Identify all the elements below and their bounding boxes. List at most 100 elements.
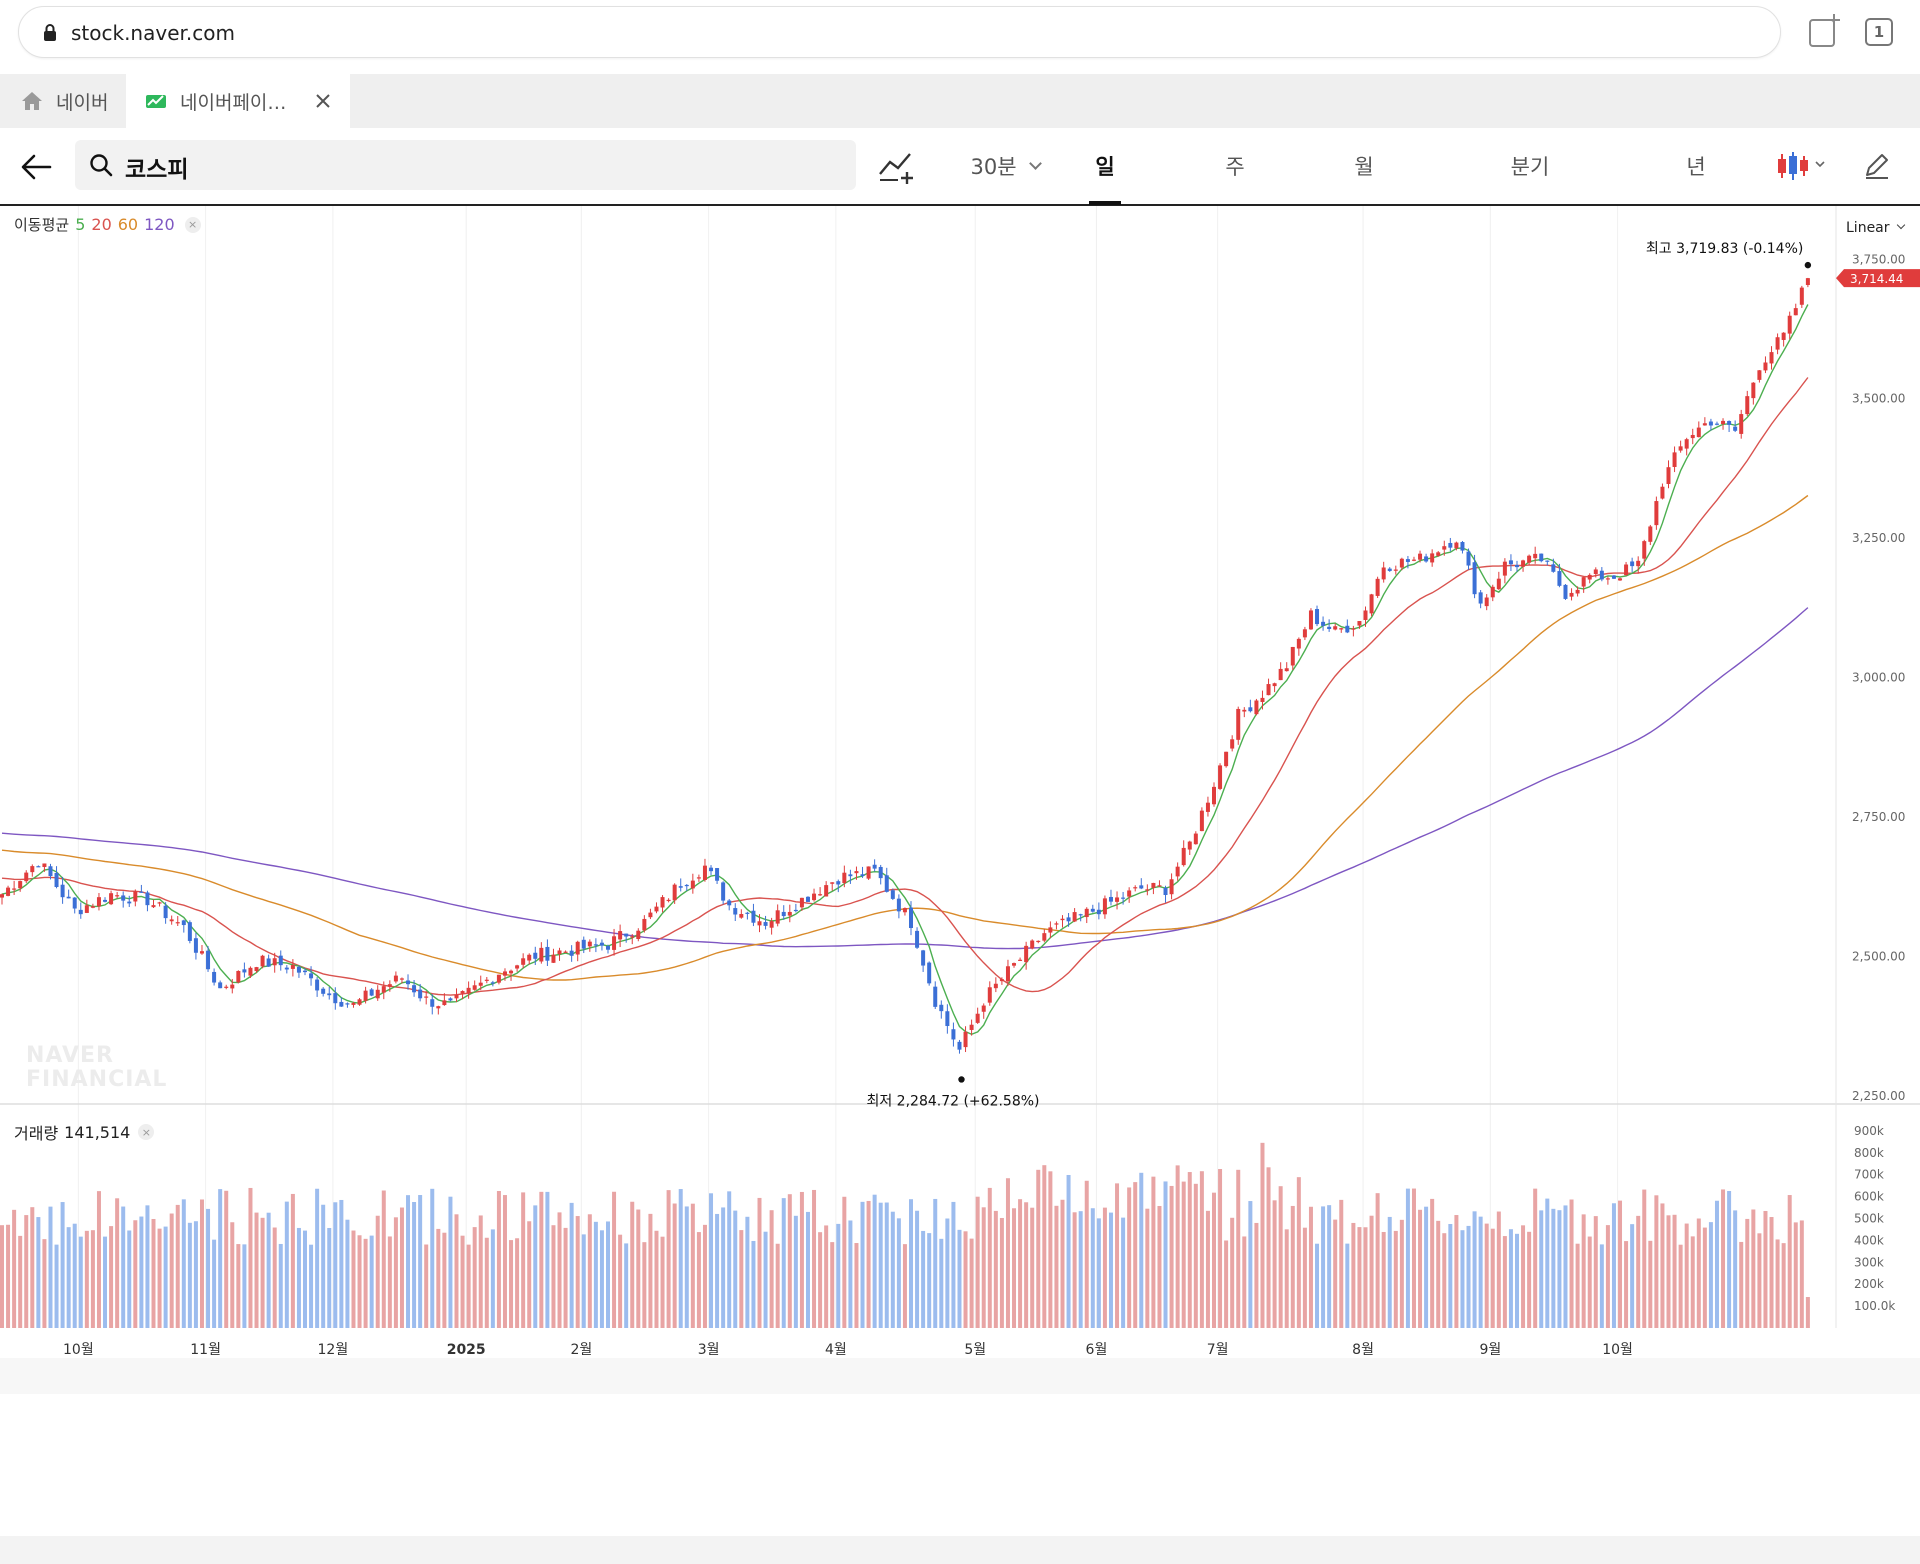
volume-bar — [1460, 1230, 1465, 1328]
candle-body — [133, 891, 138, 902]
candle-body — [1339, 628, 1344, 630]
volume-bar — [636, 1209, 641, 1328]
candle-body — [921, 950, 926, 966]
period-30min-dropdown[interactable]: 30분 — [950, 128, 1060, 204]
candle-body — [351, 1002, 356, 1005]
volume-bar — [1060, 1199, 1065, 1328]
candle-body — [981, 1005, 986, 1012]
close-icon[interactable] — [312, 90, 334, 112]
candle-body — [1024, 945, 1029, 963]
candle-body — [121, 895, 126, 901]
candle-body — [1054, 923, 1059, 925]
volume-bar — [915, 1210, 920, 1328]
candle-body — [1581, 577, 1586, 587]
candle-body — [1302, 629, 1307, 638]
volume-bar — [1672, 1214, 1677, 1328]
volume-bar — [315, 1188, 320, 1328]
candle-body — [1805, 278, 1810, 286]
volume-bar — [54, 1244, 59, 1328]
candle-body — [927, 962, 932, 984]
volume-bar — [818, 1232, 823, 1328]
volume-bar — [1430, 1198, 1435, 1328]
volume-bar — [448, 1196, 453, 1328]
candle-body — [1678, 446, 1683, 451]
volume-bar — [1490, 1228, 1495, 1328]
tab-count-button[interactable]: 1 — [1865, 18, 1893, 46]
back-arrow-icon[interactable] — [18, 148, 56, 186]
volume-bar — [515, 1238, 520, 1328]
candle-body — [999, 979, 1004, 982]
candle-body — [775, 910, 780, 924]
candle-body — [321, 988, 326, 994]
stock-chart-area[interactable]: 2,250.00 2,500.00 2,750.00 3,000.00 3,250.00… — [0, 206, 1920, 1564]
pencil-icon[interactable] — [1862, 150, 1892, 180]
new-tab-icon[interactable] — [1808, 14, 1842, 48]
candle-body — [90, 906, 95, 908]
volume-tick-label: 100.0k — [1854, 1299, 1895, 1313]
candle-body — [1660, 486, 1665, 499]
candle-body — [721, 882, 726, 901]
price-tag-shape — [1836, 269, 1920, 288]
candle-body — [36, 866, 41, 868]
candle-body — [848, 874, 853, 877]
x-tick-label: 2025 — [447, 1342, 486, 1358]
period-week-tab[interactable]: 주 — [1205, 128, 1265, 204]
volume-bar — [260, 1217, 265, 1328]
candle-body — [187, 922, 192, 941]
volume-bar — [745, 1216, 750, 1328]
volume-bar — [296, 1227, 301, 1328]
add-indicator-icon[interactable] — [878, 148, 918, 184]
volume-bar — [1121, 1217, 1126, 1328]
scale-mode-dropdown[interactable]: Linear — [1846, 220, 1905, 236]
volume-bar — [387, 1236, 392, 1328]
candle-body — [890, 890, 895, 899]
candle-body — [1327, 626, 1332, 629]
candle-body — [1096, 909, 1101, 915]
scale-mode-label: Linear — [1846, 220, 1890, 236]
candlestick-type-icon[interactable] — [1776, 150, 1830, 182]
close-icon[interactable]: × — [184, 216, 201, 233]
tab-naverpay-stock[interactable]: 네이버페이… — [126, 74, 350, 128]
period-day-tab[interactable]: 일 — [1075, 128, 1135, 205]
volume-bar — [151, 1218, 156, 1328]
volume-bar — [1308, 1206, 1313, 1328]
close-icon[interactable]: × — [138, 1124, 155, 1140]
y-tick-label: 3,000.00 — [1852, 671, 1905, 685]
lock-icon — [44, 24, 56, 41]
volume-bar — [1181, 1181, 1186, 1328]
volume-bar — [1733, 1210, 1738, 1328]
volume-bar — [690, 1203, 695, 1328]
candle-body — [1448, 542, 1453, 548]
tab-naver[interactable]: 네이버 — [0, 74, 125, 128]
candle-body — [1199, 810, 1204, 832]
volume-bar — [1078, 1211, 1083, 1328]
candle-body — [1212, 786, 1216, 805]
candle-body — [466, 987, 471, 994]
address-bar[interactable]: stock.naver.com — [18, 6, 1781, 58]
candle-body — [442, 1000, 447, 1006]
volume-bar — [642, 1242, 647, 1328]
candle-body — [818, 894, 823, 896]
volume-tick-label: 300k — [1854, 1255, 1884, 1269]
volume-bar — [1551, 1208, 1556, 1328]
volume-bar — [721, 1207, 726, 1328]
volume-bar — [951, 1201, 956, 1328]
candle-body — [1587, 574, 1592, 580]
volume-bar — [115, 1198, 120, 1328]
candle-body — [1515, 565, 1519, 568]
volume-bar — [1708, 1222, 1713, 1328]
period-quarter-tab[interactable]: 분기 — [1490, 128, 1570, 204]
candle-body — [884, 875, 889, 892]
volume-bar — [575, 1216, 580, 1328]
candle-body — [1272, 683, 1277, 687]
search-input[interactable]: 코스피 — [75, 140, 856, 190]
period-month-tab[interactable]: 월 — [1334, 128, 1394, 204]
candle-body — [230, 984, 235, 989]
price-volume-chart[interactable]: 2,250.00 2,500.00 2,750.00 3,000.00 3,250.00… — [0, 206, 1920, 1394]
candle-body — [345, 1003, 350, 1005]
volume-bar — [1290, 1205, 1295, 1328]
candle-body — [218, 982, 223, 989]
volume-bar — [1745, 1218, 1750, 1328]
period-year-tab[interactable]: 년 — [1666, 128, 1726, 204]
volume-bar — [1163, 1181, 1168, 1328]
